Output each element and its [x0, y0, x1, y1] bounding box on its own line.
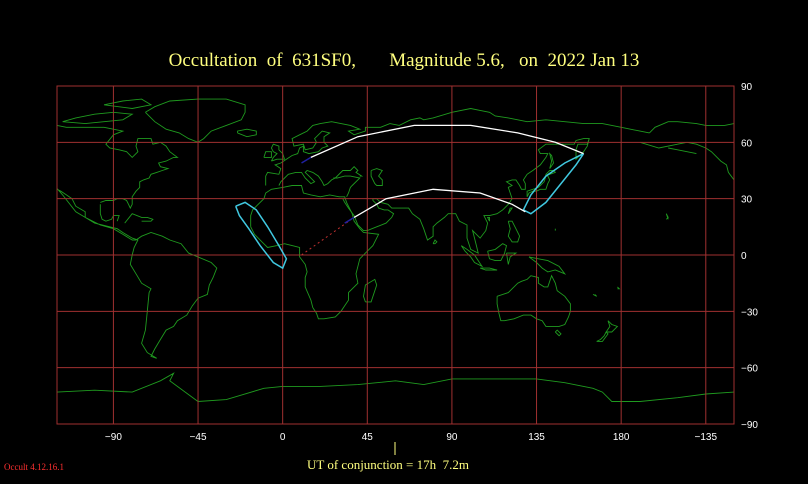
coastline: [57, 164, 218, 359]
coastline: [596, 331, 609, 342]
coastline: [333, 175, 361, 198]
graticule: [57, 86, 734, 424]
chart-title: Occultation of 631SF0, Magnitude 5.6, on…: [168, 50, 640, 71]
y-tick-label: −60: [741, 364, 758, 375]
coastline: [334, 166, 364, 179]
x-tick-label: −45: [190, 432, 207, 443]
map-frame: [56, 85, 735, 425]
coastline: [639, 141, 734, 181]
x-tick-label: 0: [280, 432, 286, 443]
coastline: [145, 98, 246, 143]
path-daylight-segment: [344, 216, 355, 224]
coastline: [496, 274, 571, 327]
coastline: [237, 128, 257, 138]
x-tick-label: 180: [613, 432, 630, 443]
y-tick-label: −90: [741, 420, 758, 431]
coastline: [486, 216, 490, 222]
coastline: [460, 245, 484, 268]
coastline: [528, 256, 567, 275]
coastline: [124, 213, 154, 224]
x-tick-label: −135: [695, 432, 718, 443]
coastline: [265, 108, 650, 186]
path-below-horizon: [301, 216, 355, 256]
path-south-limit: [353, 188, 526, 218]
coastline: [342, 138, 590, 254]
coastline: [548, 152, 554, 169]
coastline: [270, 143, 286, 162]
path-daylight-segment: [301, 156, 312, 164]
version-label: Occult 4.12.16.1: [4, 462, 64, 472]
x-tick-label: −90: [105, 432, 122, 443]
coastline: [363, 278, 378, 303]
occultation-path: [235, 124, 585, 270]
coastline: [432, 239, 438, 245]
coastline: [507, 220, 521, 243]
y-tick-label: −30: [741, 307, 758, 318]
coastline: [507, 207, 513, 214]
coastline: [479, 267, 498, 271]
coastline: [665, 213, 669, 220]
path-north-limit: [310, 124, 584, 158]
y-axis-labels: 90 60 30 0 −30 −60 −90: [741, 82, 758, 431]
coastline: [554, 329, 562, 337]
y-tick-label: 60: [741, 138, 753, 149]
x-tick-label: 90: [446, 432, 458, 443]
x-axis-labels: −90 −45 0 45 90 135 180 −135: [105, 432, 718, 443]
coastline: [99, 204, 120, 222]
coastline: [250, 185, 380, 320]
conjunction-time: UT of conjunction = 17h 7.2m: [307, 457, 469, 472]
coastline: [57, 372, 734, 402]
coastline: [0, 122, 19, 133]
rise-set-limit-west: [235, 201, 288, 270]
y-tick-label: 0: [741, 251, 747, 262]
coastline: [592, 293, 598, 297]
coastline: [278, 169, 336, 187]
x-tick-label: 45: [362, 432, 374, 443]
coastline: [605, 320, 619, 333]
coastline: [62, 111, 134, 125]
y-tick-label: 90: [741, 82, 753, 93]
coastline: [103, 98, 153, 109]
coastline: [263, 151, 272, 158]
coastline: [370, 168, 383, 186]
x-tick-label: 135: [528, 432, 545, 443]
coastline: [487, 243, 508, 262]
coastline: [617, 286, 621, 290]
coastline: [57, 124, 179, 210]
coastline: [668, 147, 697, 155]
rise-set-limit-east: [522, 152, 585, 215]
y-tick-label: 30: [741, 195, 753, 206]
coastline: [649, 121, 734, 134]
